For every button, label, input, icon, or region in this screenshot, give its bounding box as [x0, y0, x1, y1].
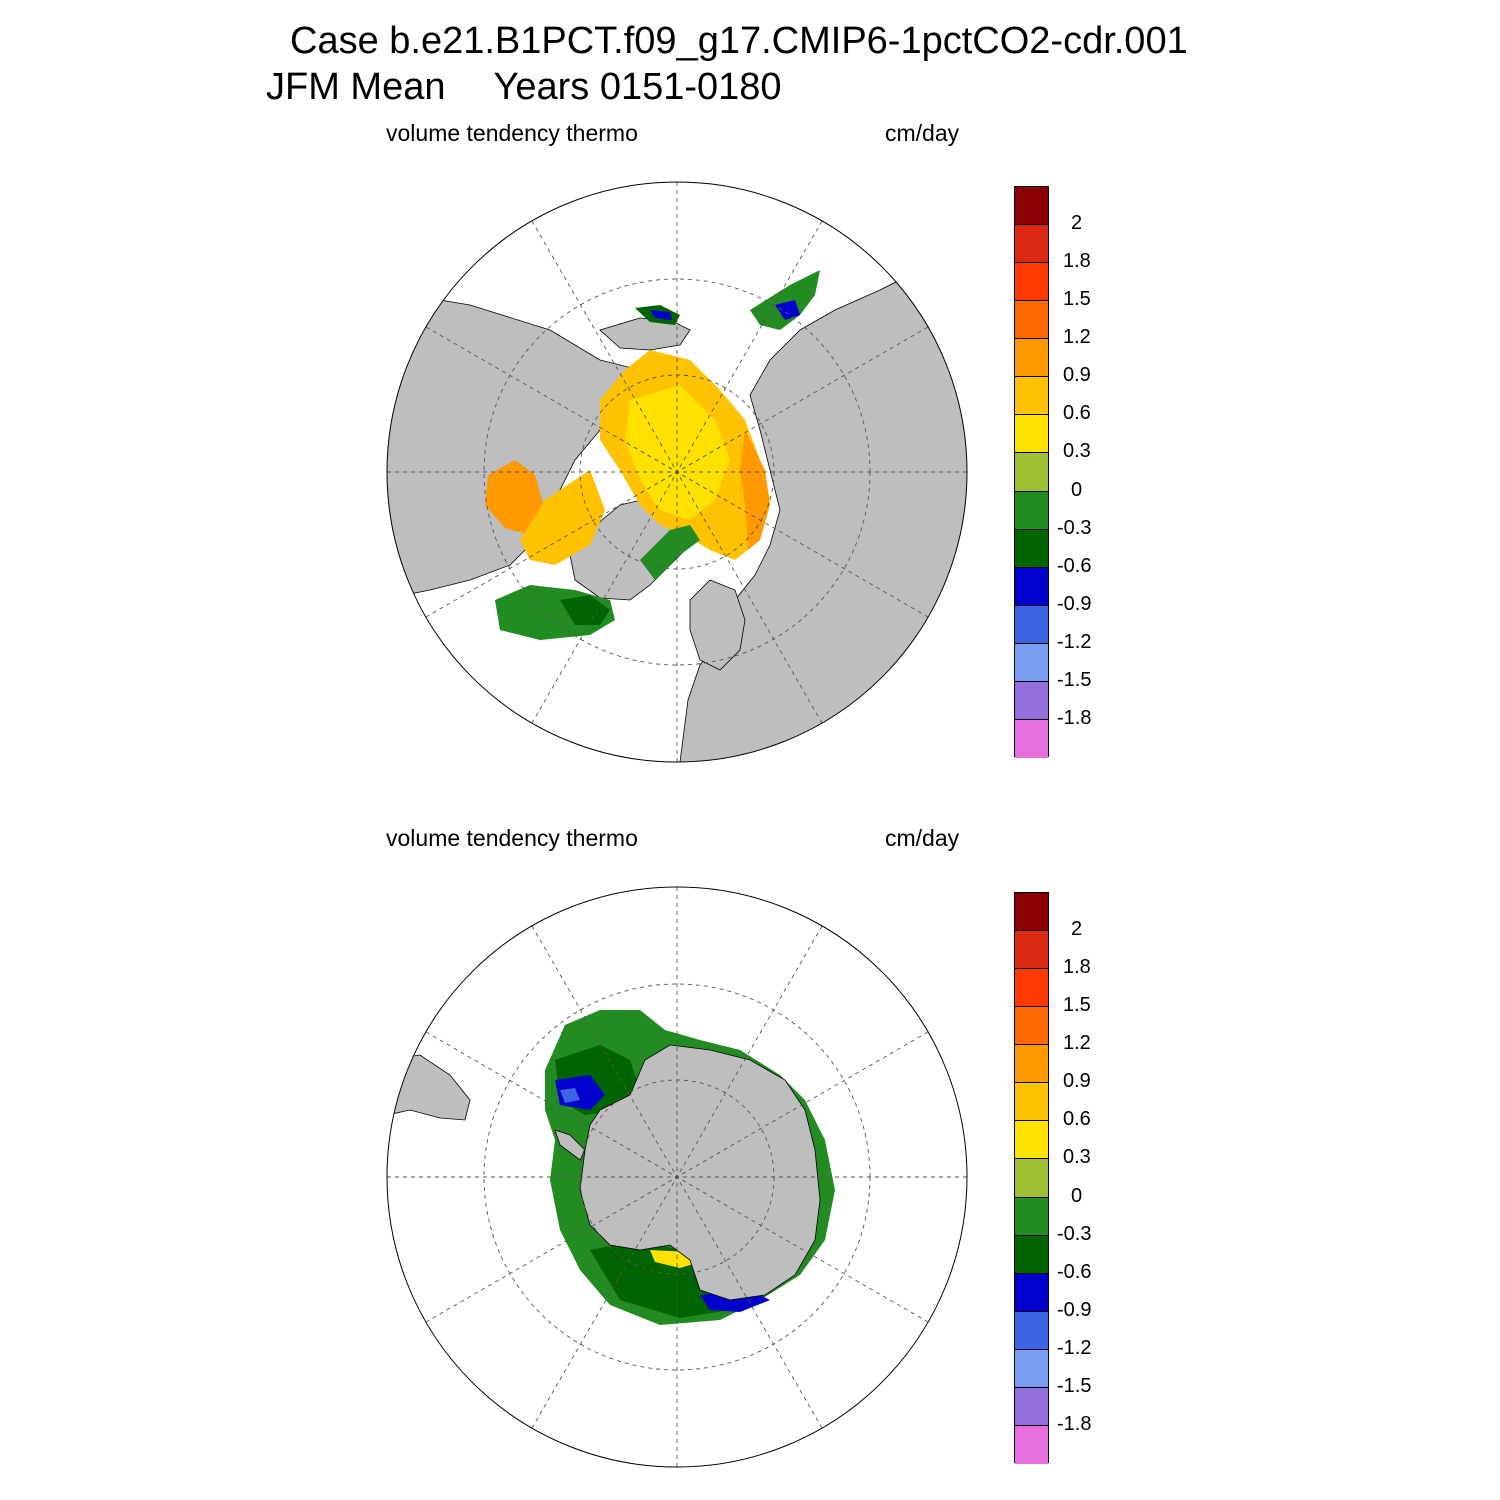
sh-colorbar-tick-label: 0 [1071, 1184, 1083, 1207]
nh-map-border [386, 181, 968, 763]
nh-colorbar-tick-label: 1.2 [1063, 326, 1091, 349]
sh-colorbar-tick-label: -1.8 [1057, 1412, 1092, 1435]
sh-colorbar-swatch [1015, 1425, 1048, 1464]
nh-colorbar-tick-label: 0.6 [1063, 402, 1091, 425]
sh-units-label: cm/day [885, 825, 960, 851]
sh-colorbar-tick-label: -0.3 [1057, 1222, 1092, 1245]
nh-colorbar-swatch [1015, 529, 1048, 568]
sh-colorbar-swatch [1015, 1121, 1048, 1160]
sh-colorbar-tick-label: 1.8 [1063, 956, 1091, 979]
sh-colorbar-tick-label: 0.3 [1063, 1146, 1091, 1169]
nh-greenland-sea-ice [640, 525, 700, 580]
season-label: JFM Mean [266, 66, 446, 108]
sh-colorbar-swatch [1015, 893, 1048, 932]
nh-colorbar-swatch [1015, 301, 1048, 340]
nh-polar-map [387, 182, 967, 762]
nh-colorbar-tick-label: 1.5 [1063, 288, 1091, 311]
nh-atlantic-edge-ice [560, 595, 610, 625]
nh-colorbar-tick-label: 0 [1071, 478, 1083, 501]
nh-okhotsk-ice [750, 270, 820, 330]
sh-colorbar-swatch [1015, 1197, 1048, 1236]
sh-colorbar-swatch [1015, 1045, 1048, 1084]
sh-colorbar-tick-label: -0.6 [1057, 1260, 1092, 1283]
sh-colorbar-swatch [1015, 1235, 1048, 1274]
nh-colorbar-tick-label: -0.3 [1057, 516, 1092, 539]
sh-colorbar-tick-label: -1.5 [1057, 1374, 1092, 1397]
nh-colorbar-tick-label: -1.8 [1057, 706, 1092, 729]
sh-south-america-land [387, 1054, 471, 1121]
sh-colorbar-swatch [1015, 1349, 1048, 1388]
years-label: Years 0151-0180 [493, 66, 782, 108]
sh-colorbar-swatch [1015, 1007, 1048, 1046]
nh-colorbar-swatch [1015, 377, 1048, 416]
sh-colorbar-swatch [1015, 1083, 1048, 1122]
sh-colorbar-swatch [1015, 1387, 1048, 1426]
nh-colorbar-swatch [1015, 415, 1048, 454]
sh-map-border [386, 886, 968, 1468]
nh-colorbar-swatch [1015, 643, 1048, 682]
nh-colorbar-swatch [1015, 567, 1048, 606]
nh-colorbar-swatch [1015, 453, 1048, 492]
nh-colorbar-tick-label: -0.9 [1057, 592, 1092, 615]
nh-colorbar-swatch [1015, 491, 1048, 530]
sh-colorbar-tick-label: 2 [1071, 918, 1083, 941]
sh-variable-label: volume tendency thermo [386, 825, 638, 851]
nh-colorbar-tick-label: -1.2 [1057, 630, 1092, 653]
nh-colorbar-swatch [1015, 225, 1048, 264]
nh-units-label: cm/day [885, 120, 960, 146]
nh-variable-label: volume tendency thermo [386, 120, 638, 146]
nh-okhotsk-blue-ice [775, 300, 800, 320]
nh-colorbar-tick-label: 1.8 [1063, 250, 1091, 273]
sh-colorbar-tick-label: -1.2 [1057, 1336, 1092, 1359]
nh-colorbar-tick-label: -1.5 [1057, 668, 1092, 691]
nh-colorbar-swatch [1015, 339, 1048, 378]
nh-eurasia-land [679, 239, 967, 762]
sh-colorbar-swatch [1015, 1273, 1048, 1312]
sh-peninsula-land [554, 1129, 586, 1161]
sh-colorbar-tick-label: 0.6 [1063, 1108, 1091, 1131]
nh-colorbar-tick-label: 0.9 [1063, 364, 1091, 387]
sh-colorbar-swatch [1015, 1311, 1048, 1350]
nh-hudson-bay-ice [485, 460, 545, 535]
nh-colorbar-swatch [1015, 187, 1048, 226]
nh-colorbar-tick-label: 0.3 [1063, 440, 1091, 463]
sh-colorbar [1014, 892, 1049, 1464]
nh-colorbar-swatch [1015, 719, 1048, 758]
sh-antarctica-land [579, 1044, 821, 1301]
sh-colorbar-swatch [1015, 969, 1048, 1008]
nh-alaska-land [599, 317, 691, 351]
nh-arctic-core-ice [625, 385, 730, 520]
sh-colorbar-tick-label: -0.9 [1057, 1298, 1092, 1321]
sh-graticule [387, 887, 967, 1467]
nh-colorbar-tick-label: -0.6 [1057, 554, 1092, 577]
sh-colorbar-swatch [1015, 931, 1048, 970]
nh-north-america-land [387, 289, 641, 601]
nh-baffin-ice [520, 470, 605, 565]
nh-colorbar-tick-label: 2 [1071, 212, 1083, 235]
sh-colorbar-tick-label: 1.2 [1063, 1032, 1091, 1055]
nh-scandinavia-land [689, 579, 746, 671]
nh-colorbar-swatch [1015, 605, 1048, 644]
sh-colorbar-tick-label: 0.9 [1063, 1070, 1091, 1093]
nh-arctic-edge-ice [740, 430, 770, 550]
sh-polar-map [387, 887, 967, 1467]
nh-colorbar [1014, 186, 1049, 758]
nh-colorbar-swatch [1015, 681, 1048, 720]
sh-weddell-light-ice [560, 1088, 580, 1103]
figure-title: Case b.e21.B1PCT.f09_g17.CMIP6-1pctCO2-c… [290, 20, 1188, 62]
nh-colorbar-swatch [1015, 263, 1048, 302]
figure-subtitle: JFM Mean Years 0151-0180 [266, 66, 782, 109]
nh-bering-blue-ice [650, 310, 672, 320]
nh-graticule [387, 182, 967, 762]
sh-colorbar-swatch [1015, 1159, 1048, 1198]
sh-colorbar-tick-label: 1.5 [1063, 994, 1091, 1017]
